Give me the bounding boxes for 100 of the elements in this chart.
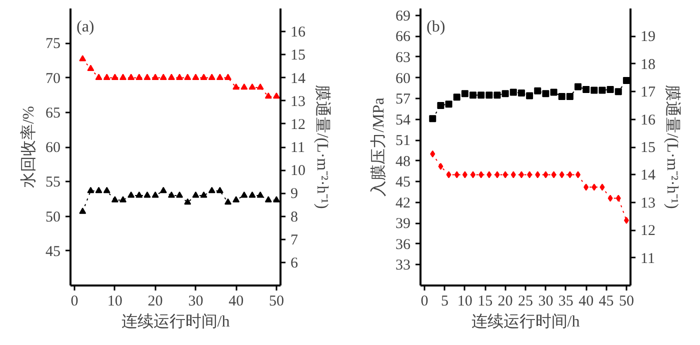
point [478,171,484,178]
point [256,192,264,198]
x-tick-label: 50 [268,294,284,310]
y-tick-label: 48 [396,154,410,170]
point [510,88,517,96]
point [535,171,540,178]
point [208,186,216,194]
point [272,196,280,202]
point [111,196,118,202]
point [200,192,208,198]
y-tick-label: 65 [46,105,60,122]
point [144,192,151,198]
point [558,92,566,100]
point [240,192,248,198]
x-axis-title: 连续运行时间/h [471,312,580,330]
y2-tick-label: 13 [640,195,656,212]
y-tick-label: 51 [396,133,410,150]
y-axis-title: 入膜压力/MPa [370,98,388,196]
point [470,92,476,99]
point [614,88,622,96]
y-tick-label: 45 [396,174,410,191]
y2-tick-label: 10 [290,163,306,180]
y-tick-label: 66 [396,29,411,46]
y-tick-label: 45 [46,244,60,260]
point [600,184,605,191]
y2-tick-label: 7 [290,232,298,248]
point [592,184,597,191]
point [598,86,606,94]
point [128,74,135,80]
point [486,171,492,178]
point [144,74,151,80]
point [192,192,200,198]
point [224,198,232,205]
point [518,89,525,96]
point [567,171,572,178]
point [240,83,248,90]
point [208,74,216,80]
point [95,186,102,194]
point [430,150,436,158]
point [510,171,516,178]
point [622,77,630,84]
y-tick-label: 60 [46,140,60,156]
x-tick-label: 45 [598,294,614,310]
point [616,194,621,202]
point [256,83,264,90]
point [200,74,208,80]
x-tick-label: 20 [148,294,163,310]
point [248,192,256,198]
point [128,192,135,198]
x-tick-label: 0 [70,294,78,310]
y-tick-label: 55 [46,174,60,191]
point [590,86,598,94]
point [95,74,102,80]
point [446,171,452,178]
y-tick-label: 36 [396,236,411,253]
point [152,74,159,80]
point [232,196,240,202]
point [111,74,118,80]
point [526,92,534,100]
y2-tick-label: 6 [290,255,298,272]
point [120,74,126,80]
y2-tick-label: 16 [640,112,656,128]
point [445,100,452,108]
point [527,171,532,178]
x-tick-label: 25 [518,294,533,310]
point [494,92,501,99]
point [551,171,556,178]
point [87,186,94,194]
point [168,74,175,80]
y2-tick-label: 14 [290,70,306,87]
point [566,92,574,100]
y2-axis-title: 膜通量/(L·m⁻²·h⁻¹) [664,85,682,209]
y2-tick-label: 9 [290,186,298,202]
point [87,64,94,71]
point [624,216,629,224]
y-tick-label: 33 [396,258,410,274]
y-axis-title: 水回收率/% [20,106,38,188]
y-tick-label: 60 [396,70,410,87]
point [534,87,542,94]
x-tick-label: 40 [228,294,244,310]
y2-tick-label: 11 [290,140,305,156]
y-tick-label: 70 [46,70,60,87]
x-tick-label: 10 [107,294,122,310]
point [176,74,184,80]
y2-tick-label: 18 [640,56,656,73]
x-tick-label: 50 [618,294,634,310]
y2-tick-label: 16 [290,24,306,41]
point [103,186,110,194]
x-tick-label: 20 [498,294,513,310]
point [103,74,110,80]
y2-tick-label: 14 [640,168,656,184]
y2-tick-label: 17 [640,84,656,101]
y-tick-label: 42 [396,195,410,212]
y-tick-label: 63 [396,50,410,66]
x-tick-label: 35 [558,294,574,310]
y2-tick-label: 8 [290,209,298,226]
x-tick-label: 5 [440,294,448,310]
point [216,186,224,194]
y2-tick-label: 12 [290,116,306,133]
point [79,55,86,62]
